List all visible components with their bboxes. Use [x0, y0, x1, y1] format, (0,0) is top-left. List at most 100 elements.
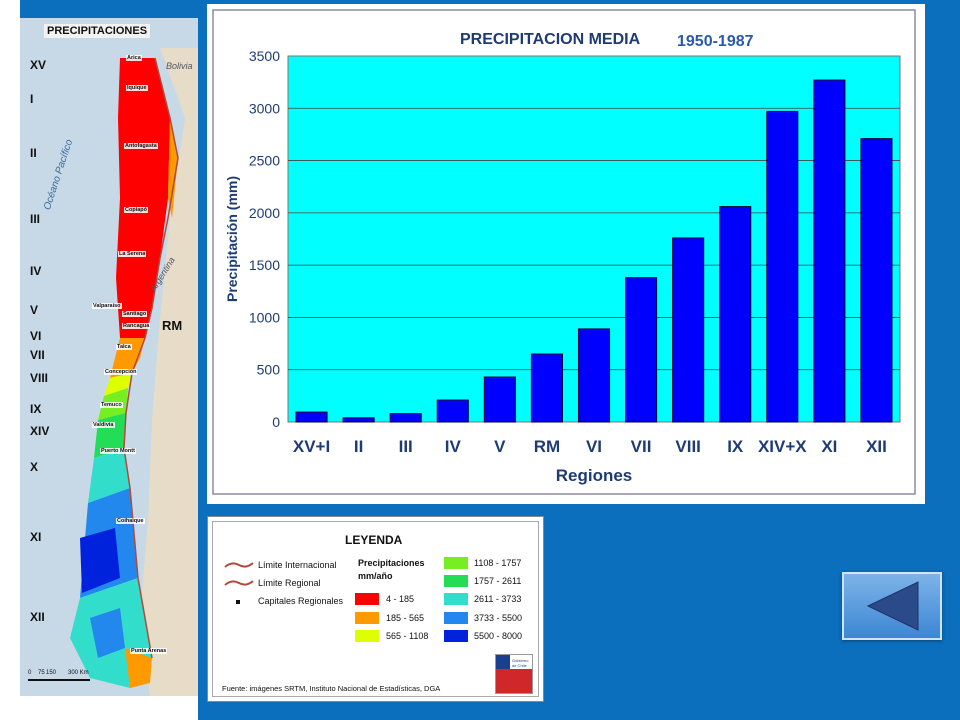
legend-range-label: 185 - 565 — [386, 613, 425, 623]
legend-swatch-565-1108 — [355, 630, 379, 642]
legend-swatch-3733-5500 — [444, 612, 468, 624]
regional-border-swatch — [224, 580, 254, 586]
map-region-label: XI — [30, 530, 42, 544]
map-band-south-orange — [125, 648, 152, 688]
legend-swatch-1108-1757 — [444, 557, 468, 569]
x-tick-label: VII — [631, 437, 652, 456]
map-region-label: VII — [30, 348, 45, 362]
y-tick-label: 0 — [272, 414, 280, 430]
city-label: Iquique — [126, 85, 148, 91]
country-label-bolivia: Bolivia — [166, 61, 193, 71]
legend-range-label: 5500 - 8000 — [474, 631, 523, 641]
map-drawing — [20, 18, 198, 696]
scale-tick: 150 — [46, 670, 57, 676]
bars — [295, 79, 893, 423]
city-label: Copiapó — [124, 207, 148, 213]
left-margin-strip — [0, 0, 20, 720]
map-title: PRECIPITACIONES — [44, 24, 151, 38]
legend-line-label: Capitales Regionales — [258, 596, 344, 606]
x-axis-ticks: XV+I II III IV V RM VI VII VIII IX XIV+X XI XII — [293, 437, 887, 456]
x-tick-label: II — [354, 437, 363, 456]
map-region-rm: RM — [162, 318, 183, 333]
x-tick-label: VI — [586, 437, 602, 456]
map-region-label: II — [30, 146, 37, 160]
x-tick-label: XI — [821, 437, 837, 456]
y-tick-label: 500 — [257, 362, 281, 378]
legend-line-label: Límite Internacional — [258, 560, 337, 570]
x-tick-label: IX — [727, 437, 744, 456]
y-tick-label: 2500 — [249, 153, 280, 169]
scale-tick: 0 — [28, 670, 32, 676]
back-button[interactable] — [842, 572, 942, 640]
legend-swatch-2611-3733 — [444, 593, 468, 605]
city-label: Concepción — [104, 369, 138, 375]
precipitation-bar-chart: PRECIPITACION MEDIA 1950-1987 0 500 1000 15… — [212, 9, 916, 495]
y-tick-label: 3500 — [249, 48, 280, 64]
bar-vii — [625, 277, 658, 423]
legend-source: Fuente: imágenes SRTM, Instituto Naciona… — [222, 684, 441, 693]
city-label: Arica — [126, 55, 142, 61]
x-tick-label: VIII — [675, 437, 701, 456]
bar-iii — [389, 413, 422, 423]
city-label: Valparaíso — [92, 303, 122, 309]
map-region-label: XIV — [30, 424, 50, 438]
scale-tick: 75 — [38, 670, 45, 676]
x-tick-label: IV — [445, 437, 462, 456]
x-tick-label: III — [399, 437, 413, 456]
x-axis-label: Regiones — [556, 466, 633, 485]
legend-range-label: 1108 - 1757 — [474, 558, 522, 568]
map-region-label: X — [30, 460, 39, 474]
map-region-label: VI — [30, 329, 42, 343]
y-tick-label: 2000 — [249, 205, 280, 221]
bar-v — [483, 376, 516, 423]
x-tick-label: XII — [866, 437, 887, 456]
government-logo-text: Gobierno de Chile — [512, 658, 529, 668]
y-axis-ticks: 0 500 1000 1500 2000 2500 3000 3500 — [249, 48, 280, 430]
bar-iv — [436, 399, 469, 423]
y-tick-label: 1500 — [249, 257, 280, 273]
legend-precip-title: Precipitaciones mm/año — [358, 557, 425, 583]
x-tick-label: RM — [534, 437, 560, 456]
map-region-label: I — [30, 92, 34, 106]
y-axis-label: Precipitación (mm) — [224, 176, 240, 302]
bottom-margin-strip — [0, 696, 198, 720]
map-band-south-blue — [90, 608, 125, 658]
map-region-label: V — [30, 303, 39, 317]
map-band-turquoise — [88, 448, 130, 503]
legend-frame — [212, 521, 539, 697]
map-band-orange-north — [168, 118, 178, 218]
city-label: La Serena — [118, 251, 147, 257]
map-region-label: VIII — [30, 371, 49, 385]
map-band-yellow — [104, 373, 132, 396]
bar-viii — [672, 237, 705, 423]
map-region-label: IX — [30, 402, 42, 416]
chart-title: PRECIPITACION MEDIA — [460, 31, 641, 48]
international-border-swatch — [224, 562, 254, 568]
legend-precip-title-line1: Precipitaciones — [358, 558, 425, 568]
bar-xiv-x — [766, 110, 799, 423]
city-label: Temuco — [100, 402, 123, 408]
legend-range-label: 4 - 185 — [386, 594, 415, 604]
city-label: Valdivia — [92, 422, 115, 428]
government-logo: Gobierno de Chile — [495, 654, 533, 694]
x-tick-label: XIV+X — [758, 437, 807, 456]
map-region-label: IV — [30, 264, 42, 278]
bar-ix — [719, 206, 752, 423]
chart-subtitle: 1950-1987 — [677, 33, 754, 50]
x-tick-label: V — [494, 437, 506, 456]
neighbor-land — [140, 48, 198, 696]
map-region-label: XII — [30, 610, 45, 624]
legend-range-label: 1757 - 2611 — [474, 576, 522, 586]
legend-range-label: 2611 - 3733 — [474, 594, 522, 604]
map-region-label: XV — [30, 58, 47, 72]
legend-swatch-5500-8000 — [444, 630, 468, 642]
city-label: Santiago — [122, 311, 148, 317]
legend-range-label: 565 - 1108 — [386, 631, 429, 641]
bar-vi — [577, 328, 611, 423]
back-arrow-icon — [866, 581, 919, 631]
bar-xii — [860, 138, 893, 423]
international-border — [123, 57, 179, 659]
city-label: Rancagua — [122, 323, 151, 329]
bar-xv-i — [295, 411, 328, 423]
y-tick-label: 3000 — [249, 100, 280, 116]
